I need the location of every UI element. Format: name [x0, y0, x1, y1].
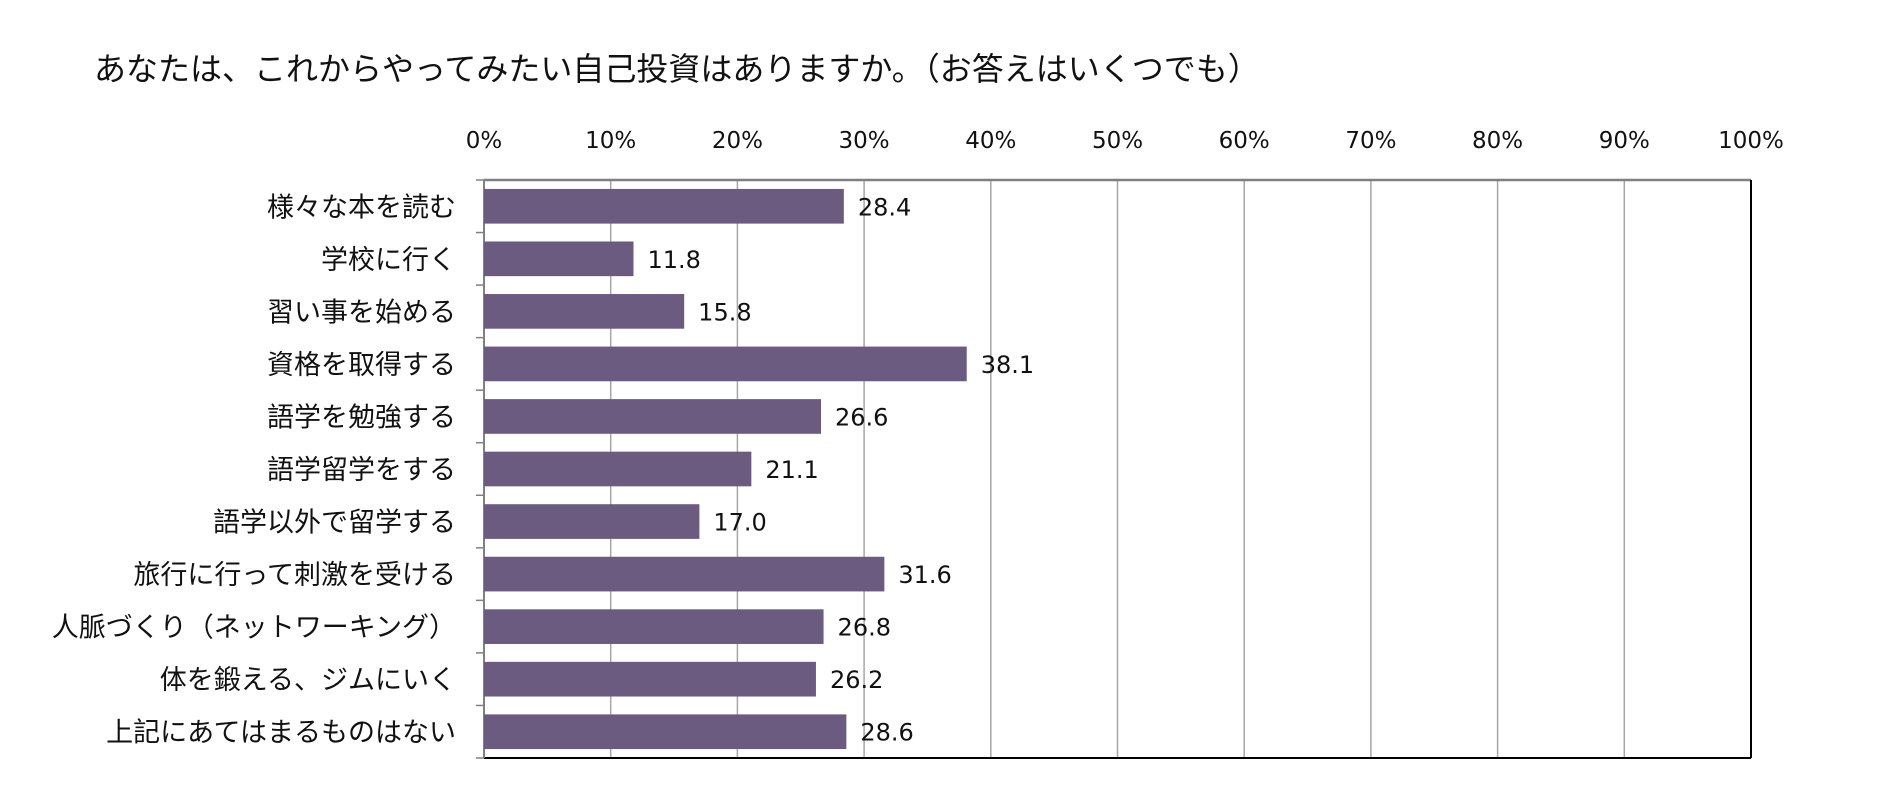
- bar: [484, 609, 824, 644]
- value-label: 38.1: [981, 351, 1034, 379]
- x-tick-label: 20%: [712, 128, 763, 154]
- category-label: 旅行に行って刺激を受ける: [133, 560, 456, 591]
- category-label: 語学以外で留学する: [213, 508, 456, 539]
- value-label: 21.1: [765, 456, 818, 484]
- value-label: 11.8: [648, 246, 701, 274]
- x-tick-label: 60%: [1219, 128, 1270, 154]
- bar: [484, 294, 685, 329]
- category-label: 人脈づくり（ネットワーキング）: [52, 613, 456, 644]
- bar: [484, 241, 634, 277]
- x-tick-label: 0%: [466, 128, 503, 154]
- value-label: 26.2: [830, 666, 883, 694]
- bar: [484, 399, 822, 434]
- bar: [484, 714, 847, 750]
- bar: [484, 661, 816, 697]
- bar: [484, 556, 885, 592]
- bar: [484, 346, 967, 382]
- x-tick-label: 70%: [1345, 128, 1396, 154]
- bar: [484, 188, 844, 224]
- x-tick-label: 30%: [839, 128, 890, 154]
- value-label: 15.8: [698, 298, 751, 326]
- x-tick-label: 50%: [1092, 128, 1143, 154]
- category-label: 様々な本を読む: [267, 192, 456, 223]
- value-label: 26.6: [835, 403, 888, 431]
- value-label: 17.0: [713, 509, 766, 537]
- x-tick-label: 80%: [1472, 128, 1523, 154]
- category-label: 語学を勉強する: [267, 402, 456, 433]
- category-label: 習い事を始める: [267, 297, 456, 328]
- value-label: 26.8: [838, 614, 891, 642]
- chart-title: あなたは、これからやってみたい自己投資はありますか。（お答えはいくつでも）: [94, 50, 1260, 88]
- value-label: 28.4: [858, 193, 911, 221]
- category-label: 資格を取得する: [267, 350, 456, 381]
- value-label: 28.6: [860, 719, 913, 747]
- x-tick-label: 90%: [1599, 128, 1650, 154]
- category-label: 体を鍛える、ジムにいく: [160, 665, 456, 696]
- category-label: 上記にあてはまるものはない: [106, 718, 456, 749]
- value-label: 31.6: [898, 561, 951, 589]
- bar: [484, 504, 700, 539]
- x-tick-label: 100%: [1718, 128, 1784, 154]
- category-label: 語学留学をする: [267, 455, 456, 486]
- bar: [484, 451, 752, 487]
- x-tick-label: 10%: [585, 128, 636, 154]
- x-tick-label: 40%: [965, 128, 1016, 154]
- category-label: 学校に行く: [321, 245, 456, 276]
